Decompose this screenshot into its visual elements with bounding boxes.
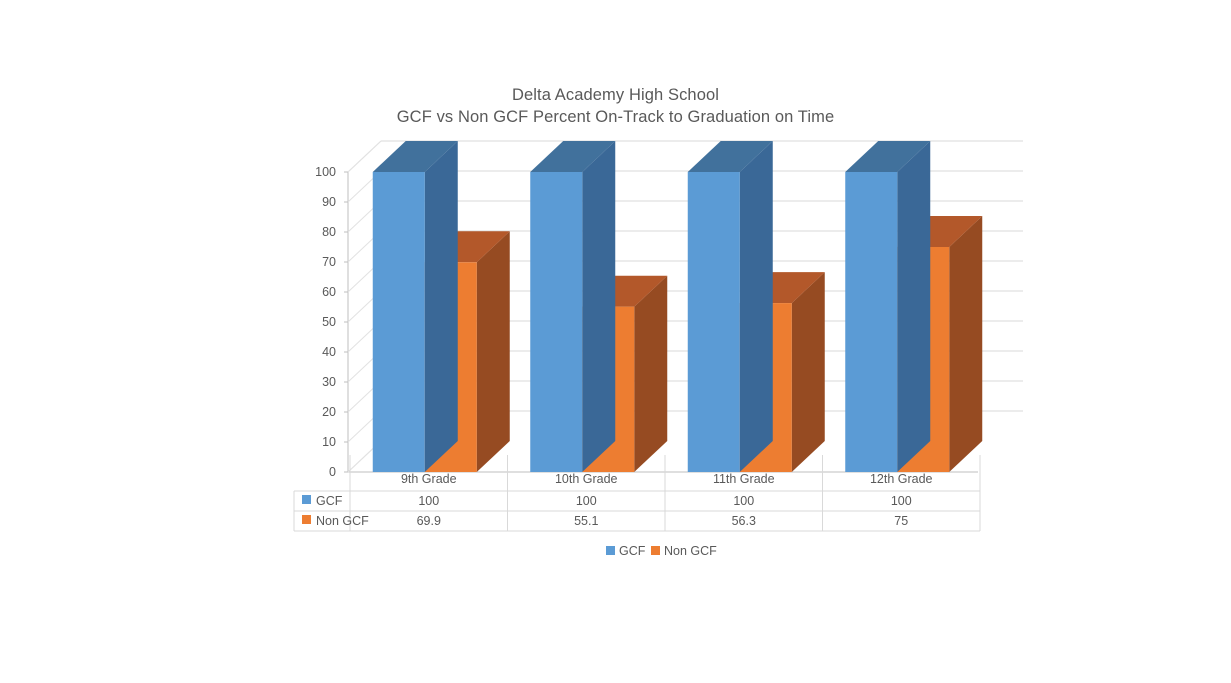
y-axis-tick-label: 10 [322, 435, 336, 449]
bar-side-face [424, 141, 458, 472]
y-axis-tick-label: 80 [322, 225, 336, 239]
table-cell: 69.9 [417, 514, 441, 528]
legend-item-gcf[interactable]: GCF [606, 544, 646, 558]
table-row-label: GCF [316, 494, 343, 508]
bars-group [372, 141, 983, 472]
y-axis-tick-label: 70 [322, 255, 336, 269]
category-axis-label: 11th Grade [713, 472, 775, 486]
y-axis-tick-label: 90 [322, 195, 336, 209]
legend-label: Non GCF [664, 544, 717, 558]
table-series-swatch [302, 495, 311, 504]
chart-subtitle: GCF vs Non GCF Percent On-Track to Gradu… [396, 108, 835, 126]
y-axis-tick-label: 100 [315, 165, 336, 179]
bar-side-face [897, 141, 931, 472]
legend-swatch [606, 546, 615, 555]
bar-gcf-2 [530, 141, 616, 472]
y-axis-tick-label: 40 [322, 345, 336, 359]
bar-gcf-4 [845, 141, 931, 472]
table-series-swatch [302, 515, 311, 524]
table-cell: 56.3 [732, 514, 756, 528]
category-axis-label: 9th Grade [401, 472, 457, 486]
bar-top-face [372, 141, 458, 172]
bar-front-face [845, 172, 898, 472]
data-table: 9th Grade 10th Grade 11th Grade 12th Grade G… [293, 455, 981, 532]
bar-top-face [845, 141, 931, 172]
chart-title-block: Delta Academy High School GCF vs Non GCF… [0, 84, 1231, 128]
category-axis-label: 12th Grade [870, 472, 933, 486]
table-cell: 100 [733, 494, 754, 508]
table-cell: 55.1 [574, 514, 598, 528]
table-row-label: Non GCF [316, 514, 369, 528]
table-cell: 100 [418, 494, 439, 508]
chart-title: Delta Academy High School [511, 86, 720, 104]
bar-side-face [949, 216, 983, 472]
table-cell: 100 [891, 494, 912, 508]
bar-side-face [739, 141, 773, 472]
category-axis-label: 10th Grade [555, 472, 618, 486]
bar-side-face [582, 141, 616, 472]
bar-gcf-3 [687, 141, 773, 472]
legend-label: GCF [619, 544, 646, 558]
bar-top-face [530, 141, 616, 172]
y-axis-tick-label: 60 [322, 285, 336, 299]
y-axis-tick-label: 30 [322, 375, 336, 389]
bar-front-face [687, 172, 740, 472]
bar-side-face [634, 275, 668, 472]
bar-top-face [687, 141, 773, 172]
bar-gcf-1 [372, 141, 458, 472]
y-axis-tick-label: 50 [322, 315, 336, 329]
chart-legend: GCF Non GCF [606, 544, 717, 558]
table-cell: 100 [576, 494, 597, 508]
legend-swatch [651, 546, 660, 555]
y-axis-tick-label: 0 [329, 465, 336, 479]
bar-front-face [530, 172, 583, 472]
y-axis-tick-label: 20 [322, 405, 336, 419]
table-cell: 75 [894, 514, 908, 528]
bar-side-face [791, 272, 825, 472]
bar-front-face [372, 172, 425, 472]
legend-item-non-gcf[interactable]: Non GCF [651, 544, 717, 558]
bar-side-face [476, 231, 510, 472]
